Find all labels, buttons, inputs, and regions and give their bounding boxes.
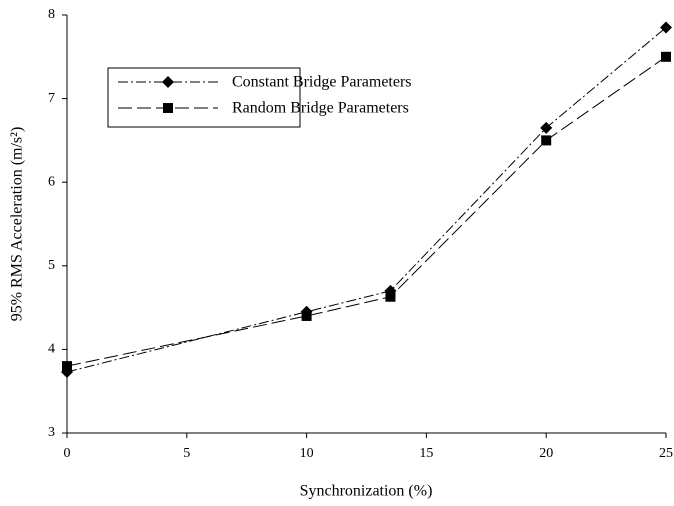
x-tick-label: 0: [64, 446, 71, 461]
y-tick-label: 3: [48, 425, 55, 440]
y-tick-label: 4: [48, 342, 55, 357]
marker: [660, 21, 672, 34]
legend-label: Constant Bridge Parameters: [232, 74, 412, 91]
x-tick-label: 10: [300, 446, 314, 461]
legend-label: Random Bridge Parameters: [232, 100, 409, 117]
legend: [107, 67, 301, 128]
y-tick-label: 5: [48, 258, 55, 273]
y-tick-label: 7: [48, 91, 55, 106]
x-tick-label: 15: [419, 446, 433, 461]
marker: [541, 135, 552, 146]
legend-marker: [163, 103, 173, 113]
legend-marker: [162, 76, 174, 88]
y-tick-label: 8: [48, 7, 55, 22]
x-tick-label: 20: [539, 446, 553, 461]
marker: [301, 310, 312, 321]
marker: [385, 291, 396, 302]
marker: [62, 361, 72, 372]
marker: [540, 121, 553, 134]
y-tick-label: 6: [48, 174, 55, 189]
x-tick-label: 5: [183, 446, 190, 461]
y-axis-label: 95% RMS Acceleration (m/s²): [9, 127, 26, 322]
x-axis-label: Synchronization (%): [300, 483, 433, 500]
x-tick-label: 25: [659, 446, 673, 461]
marker: [661, 51, 671, 62]
